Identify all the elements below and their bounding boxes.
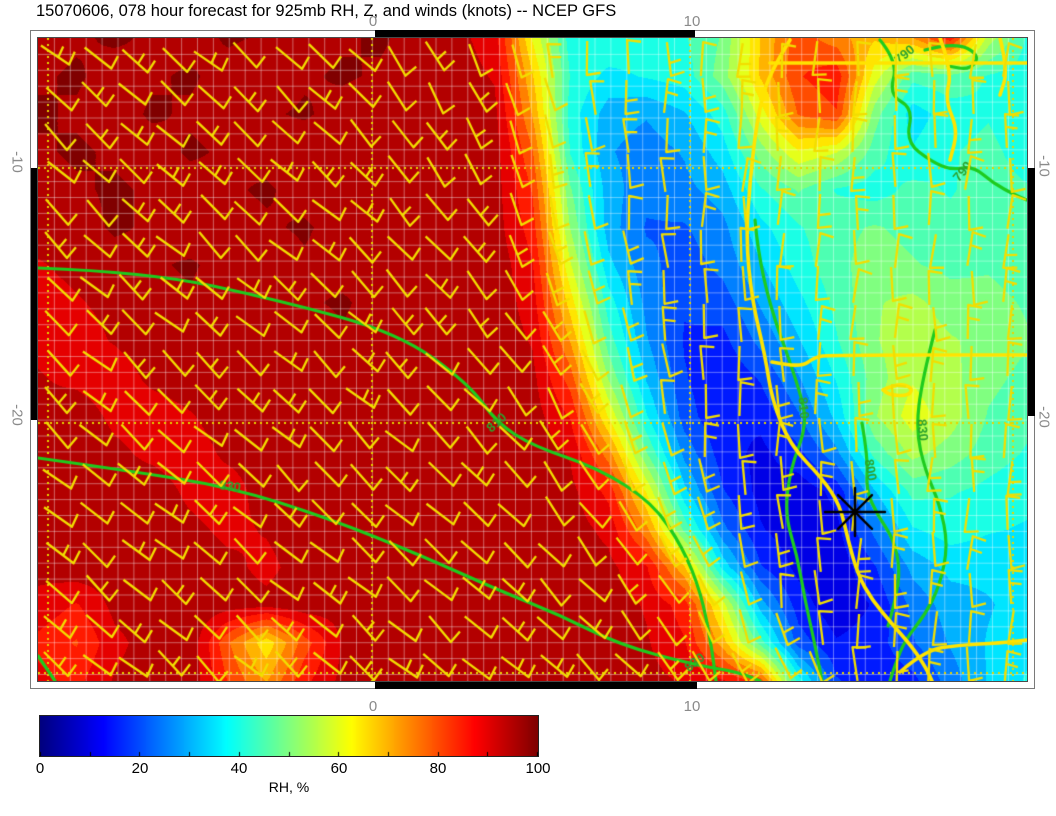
colorbar-tick-100: 100 xyxy=(525,760,551,777)
y-tick-left-neg20: -20 xyxy=(8,404,26,426)
x-tick-bottom-0: 0 xyxy=(368,698,378,715)
colorbar-tick-60: 60 xyxy=(330,760,348,777)
colorbar-tick-40: 40 xyxy=(230,760,248,777)
axis-black-segment-bottom xyxy=(375,682,697,689)
colorbar-canvas xyxy=(39,715,539,757)
colorbar-tick-20: 20 xyxy=(131,760,149,777)
figure-title: 15070606, 078 hour forecast for 925mb RH… xyxy=(36,2,617,20)
y-tick-right-neg10: -10 xyxy=(1035,155,1053,177)
y-tick-left-neg10: -10 xyxy=(8,151,26,173)
map-canvas xyxy=(37,37,1028,682)
colorbar-tick-80: 80 xyxy=(429,760,447,777)
axis-black-segment-right xyxy=(1028,168,1035,416)
x-tick-top-10: 10 xyxy=(683,13,701,30)
axis-black-segment-left xyxy=(31,168,38,420)
colorbar-tick-0: 0 xyxy=(35,760,45,777)
x-tick-top-0: 0 xyxy=(368,13,378,30)
axis-black-segment-top xyxy=(375,30,695,37)
colorbar-label: RH, % xyxy=(268,779,310,795)
y-tick-right-neg20: -20 xyxy=(1035,406,1053,428)
x-tick-bottom-10: 10 xyxy=(683,698,701,715)
